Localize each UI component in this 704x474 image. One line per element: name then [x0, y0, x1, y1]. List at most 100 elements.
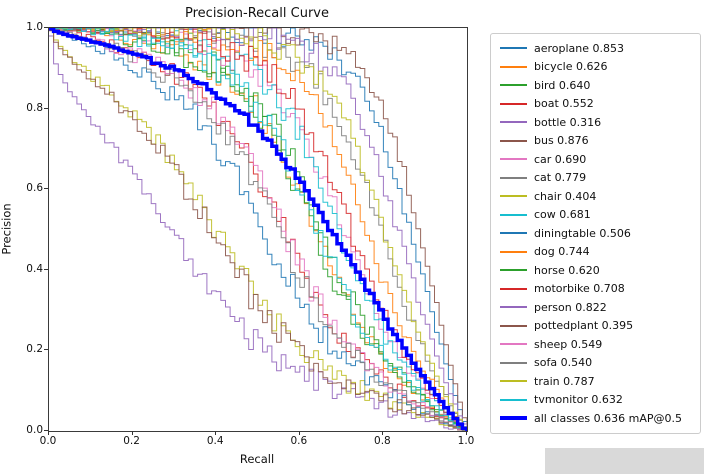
legend-line-sample [500, 380, 527, 383]
legend-item-chair: chair 0.404 [500, 187, 692, 206]
x-tick-label: 0.6 [290, 435, 308, 447]
pr-curve-boat [49, 28, 467, 431]
pr-curve-person [49, 28, 467, 431]
pr-curve-aeroplane [49, 28, 467, 431]
legend-line-sample [500, 306, 527, 309]
legend-item-all-classes: all classes 0.636 mAP@0.5 [500, 409, 692, 428]
y-tick-mark [44, 430, 48, 431]
legend-item-bicycle: bicycle 0.626 [500, 58, 692, 77]
legend-label: all classes 0.636 mAP@0.5 [534, 411, 683, 425]
pr-curve-car [49, 28, 467, 431]
x-tick-label: 1.0 [457, 435, 475, 447]
screenshot-artifact [545, 448, 704, 474]
chart-title: Precision-Recall Curve [185, 6, 329, 21]
legend-line-sample [500, 232, 527, 235]
y-tick-mark [44, 268, 48, 270]
x-tick-mark [466, 431, 467, 435]
x-tick-mark [48, 431, 49, 435]
legend-line-sample [500, 84, 527, 87]
legend-item-cat: cat 0.779 [500, 169, 692, 188]
legend-label: boat 0.552 [534, 97, 594, 111]
legend-line-sample [500, 416, 527, 421]
legend-line-sample [500, 121, 527, 124]
y-axis-title-text: Precision [0, 202, 14, 255]
legend-item-dog: dog 0.744 [500, 243, 692, 262]
x-tick-label: 0.4 [206, 435, 224, 447]
legend-item-sheep: sheep 0.549 [500, 335, 692, 354]
y-tick-label: 1.0 [26, 21, 43, 33]
legend-item-pottedplant: pottedplant 0.395 [500, 317, 692, 336]
pr-curve-pottedplant [49, 30, 467, 431]
pr-curve-bicycle [49, 28, 467, 431]
legend-item-car: car 0.690 [500, 150, 692, 169]
legend-line-sample [500, 158, 527, 161]
pr-curve-cow [49, 28, 467, 431]
legend-line-sample [500, 65, 527, 68]
y-tick-mark [44, 349, 48, 351]
legend-line-sample [500, 102, 527, 105]
legend-line-sample [500, 361, 527, 364]
legend-label: bicycle 0.626 [534, 60, 608, 74]
legend-item-motorbike: motorbike 0.708 [500, 280, 692, 299]
x-tick-mark [215, 431, 217, 435]
x-axis-title: Recall [239, 452, 275, 466]
y-tick-label: 0.2 [26, 343, 43, 356]
legend-label: cat 0.779 [534, 171, 587, 185]
y-tick-label: 0.6 [26, 182, 43, 195]
pr-curve-tvmonitor [49, 28, 467, 431]
legend-label: train 0.787 [534, 374, 595, 388]
pr-curve-bird [49, 28, 467, 431]
y-tick-mark [44, 107, 48, 109]
pr-curve-train [49, 28, 467, 431]
legend-line-sample [500, 287, 527, 290]
legend-item-aeroplane: aeroplane 0.853 [500, 39, 692, 58]
legend-line-sample [500, 195, 527, 198]
legend-item-bus: bus 0.876 [500, 132, 692, 151]
x-tick-mark [298, 431, 300, 435]
legend-label: aeroplane 0.853 [534, 41, 625, 55]
legend-item-boat: boat 0.552 [500, 95, 692, 114]
legend-line-sample [500, 398, 527, 401]
legend-item-bottle: bottle 0.316 [500, 113, 692, 132]
pr-curve-cat [49, 28, 467, 431]
legend-label: cow 0.681 [534, 208, 591, 222]
legend-item-bird: bird 0.640 [500, 76, 692, 95]
x-tick-label: 0.2 [123, 435, 140, 447]
pr-curve-motorbike [49, 28, 467, 431]
y-axis-title: Precision [0, 27, 16, 430]
legend-item-horse: horse 0.620 [500, 261, 692, 280]
legend-line-sample [500, 250, 527, 253]
legend-label: sofa 0.540 [534, 356, 593, 370]
legend-line-sample [500, 269, 527, 272]
legend-label: person 0.822 [534, 300, 607, 314]
x-tick-mark [131, 431, 133, 435]
plot-area [48, 27, 468, 432]
legend-label: dog 0.744 [534, 245, 590, 259]
pr-curve-horse [49, 28, 467, 431]
legend-item-cow: cow 0.681 [500, 206, 692, 225]
legend-line-sample [500, 139, 527, 142]
legend-label: car 0.690 [534, 152, 587, 166]
legend-item-tvmonitor: tvmonitor 0.632 [500, 391, 692, 410]
legend-item-person: person 0.822 [500, 298, 692, 317]
pr-curve-sheep [49, 28, 467, 431]
legend-label: motorbike 0.708 [534, 282, 625, 296]
legend-line-sample [500, 47, 527, 50]
pr-curve-all-classes [49, 28, 467, 431]
pr-curve-chair [49, 30, 467, 431]
legend-line-sample [500, 324, 527, 327]
legend-label: horse 0.620 [534, 263, 600, 277]
pr-curve-diningtable [49, 28, 467, 431]
y-tick-label: 0.8 [26, 101, 43, 114]
legend-label: diningtable 0.506 [534, 226, 631, 240]
legend-label: sheep 0.549 [534, 337, 603, 351]
pr-curve-sofa [49, 28, 467, 431]
pr-curve-dog [49, 28, 467, 431]
legend-line-sample [500, 176, 527, 179]
legend-line-sample [500, 343, 527, 346]
legend-label: bottle 0.316 [534, 115, 602, 129]
legend-item-sofa: sofa 0.540 [500, 354, 692, 373]
legend-item-train: train 0.787 [500, 372, 692, 391]
x-tick-label: 0.0 [39, 435, 57, 447]
